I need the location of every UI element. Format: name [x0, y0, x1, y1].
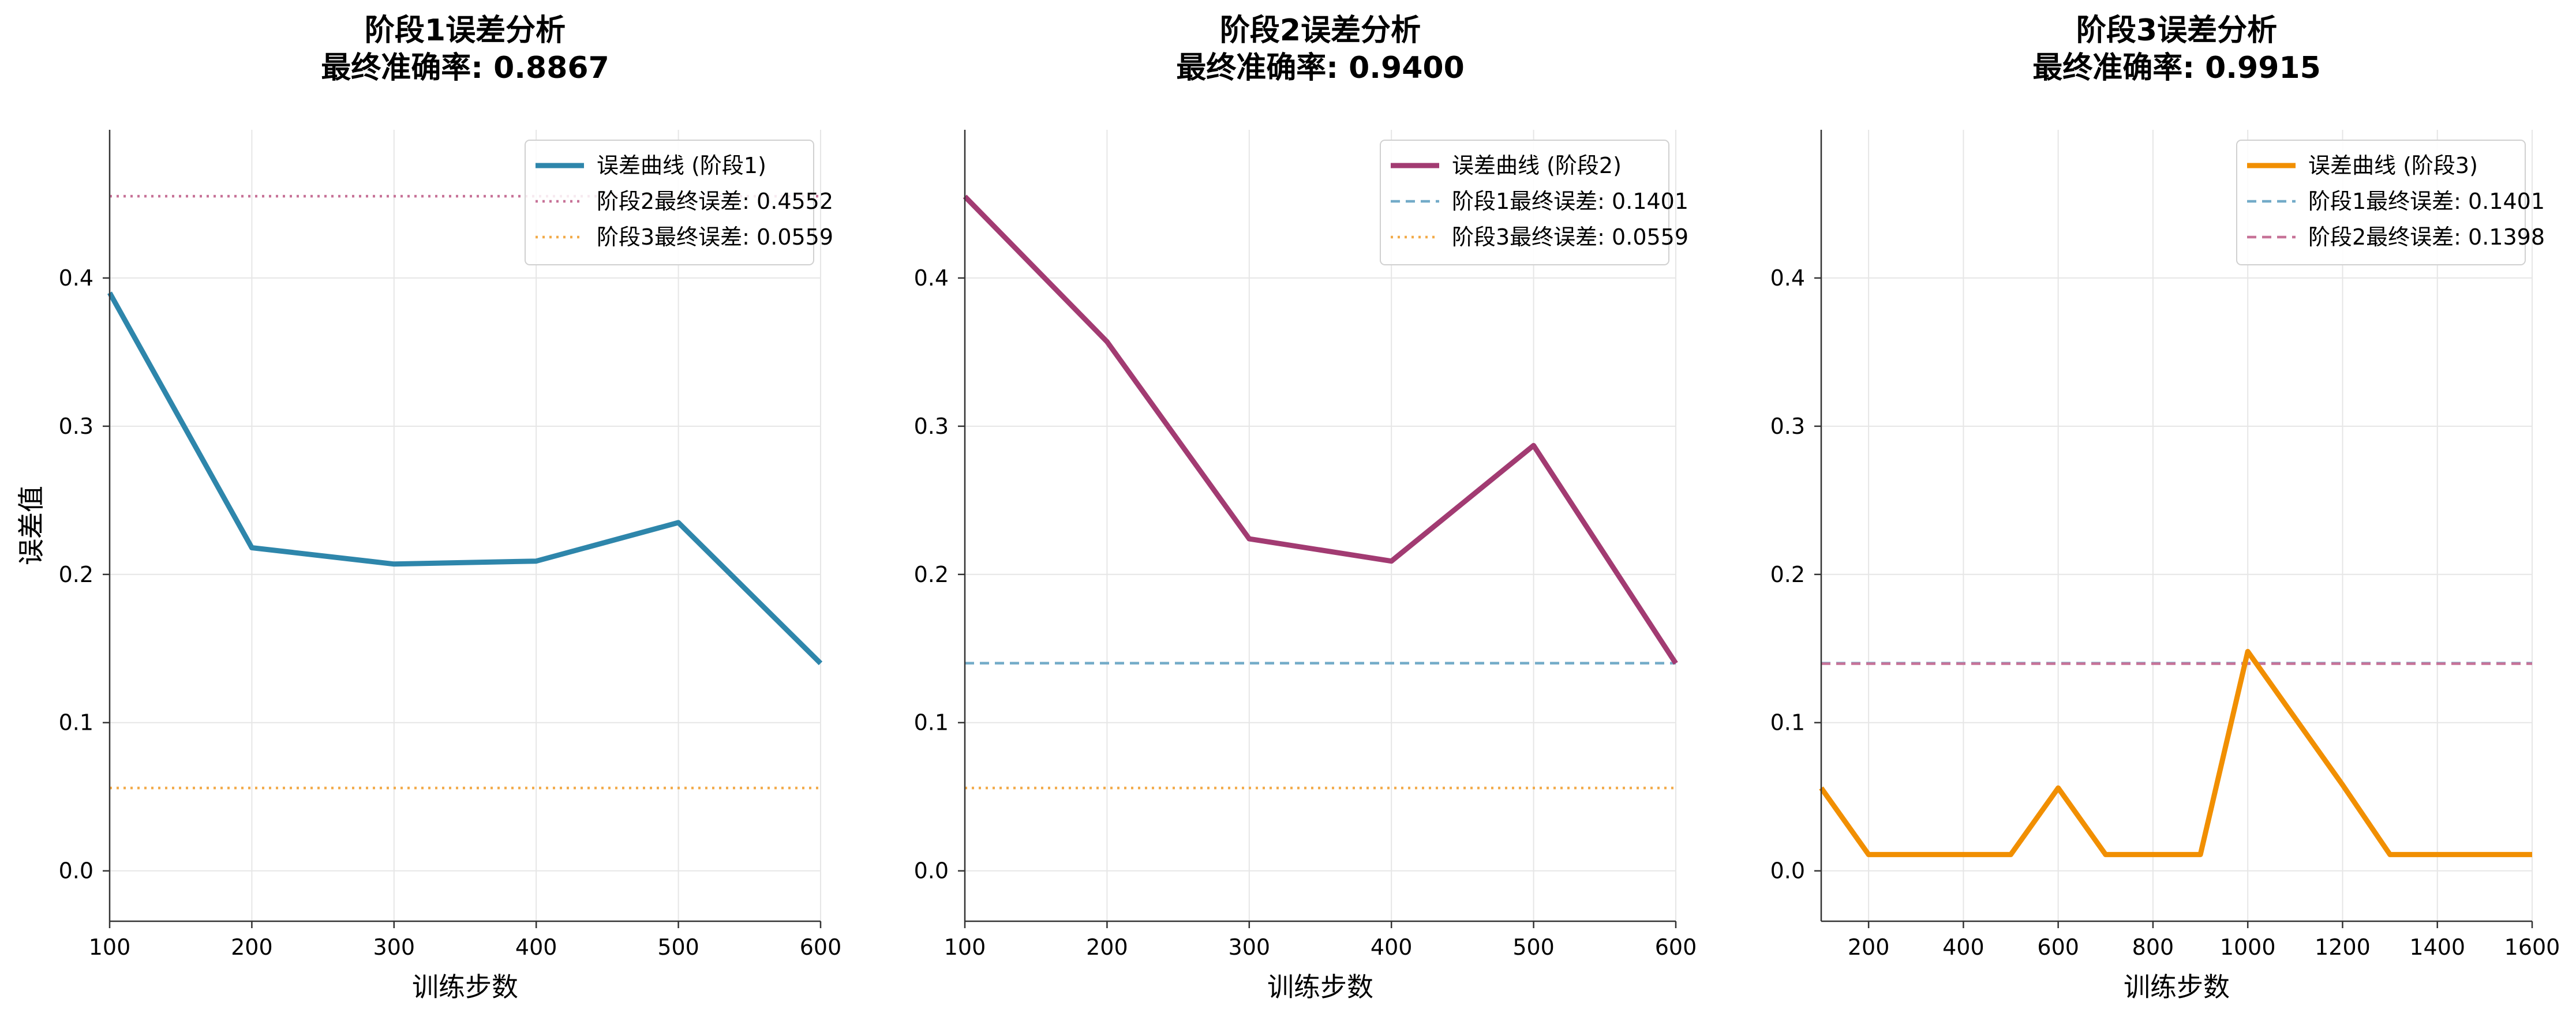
- x-tick-label: 1200: [2315, 935, 2371, 960]
- legend-label-3: 阶段3最终误差: 0.0559: [1452, 224, 1688, 250]
- x-tick-label: 500: [657, 935, 699, 960]
- y-axis-label: 误差值: [16, 486, 47, 565]
- legend-label-2: 阶段1最终误差: 0.1401: [2308, 189, 2545, 214]
- legend: 误差曲线 (阶段2) 阶段1最终误差: 0.1401 阶段3最终误差: 0.0559: [1380, 140, 1688, 265]
- legend-box: [2236, 140, 2526, 265]
- chart-title: 阶段2误差分析: [1220, 13, 1421, 48]
- x-tick-label: 600: [1655, 935, 1697, 960]
- x-tick-label: 400: [515, 935, 557, 960]
- y-tick-label: 0.3: [59, 414, 93, 439]
- x-tick-label: 800: [2132, 935, 2174, 960]
- y-tick-label: 0.4: [1770, 265, 1805, 291]
- chart-subtitle: 最终准确率: 0.8867: [321, 51, 609, 85]
- y-tick-label: 0.0: [59, 858, 93, 884]
- legend-label-2: 阶段1最终误差: 0.1401: [1452, 189, 1688, 214]
- x-tick-label: 500: [1512, 935, 1555, 960]
- legend-box: [1380, 140, 1669, 265]
- x-tick-label: 1400: [2409, 935, 2465, 960]
- chart-subtitle: 最终准确率: 0.9915: [2032, 51, 2321, 85]
- y-tick-label: 0.3: [1770, 414, 1805, 439]
- y-tick-label: 0.0: [914, 858, 949, 884]
- y-axis-label: 误差值: [16, 486, 47, 565]
- x-tick-label: 400: [1942, 935, 1985, 960]
- chart-subtitle: 最终准确率: 0.9400: [1176, 51, 1465, 85]
- y-tick-label: 0.2: [1770, 562, 1805, 587]
- legend-label-2: 阶段2最终误差: 0.4552: [597, 189, 833, 214]
- x-tick-label: 200: [1086, 935, 1128, 960]
- y-tick-label: 0.2: [914, 562, 949, 587]
- x-tick-label: 400: [1371, 935, 1413, 960]
- y-tick-label: 0.1: [59, 710, 93, 735]
- legend-label-3: 阶段2最终误差: 0.1398: [2308, 224, 2545, 250]
- x-tick-label: 300: [373, 935, 415, 960]
- legend: 误差曲线 (阶段3) 阶段1最终误差: 0.1401 阶段2最终误差: 0.1398: [2236, 140, 2545, 265]
- legend-box: [525, 140, 814, 265]
- chart-title: 阶段3误差分析: [2076, 13, 2277, 48]
- series-line-1: [1819, 648, 2532, 857]
- x-tick-label: 100: [944, 935, 986, 960]
- x-tick-label: 200: [231, 935, 273, 960]
- x-tick-label: 600: [800, 935, 842, 960]
- y-axis-label: 误差值: [16, 486, 47, 565]
- legend-label-1: 误差曲线 (阶段3): [2308, 153, 2478, 178]
- x-axis-label: 训练步数: [2124, 971, 2230, 1003]
- y-tick-label: 0.2: [59, 562, 93, 587]
- x-axis-label: 训练步数: [412, 971, 518, 1003]
- y-tick-label: 0.4: [59, 265, 93, 291]
- x-tick-label: 100: [89, 935, 131, 960]
- y-tick-label: 0.1: [1770, 710, 1805, 735]
- series-line-1: [107, 291, 823, 666]
- x-tick-label: 1600: [2504, 935, 2560, 960]
- x-tick-label: 200: [1848, 935, 1890, 960]
- x-tick-label: 600: [2037, 935, 2079, 960]
- y-tick-label: 0.1: [914, 710, 949, 735]
- x-tick-label: 1000: [2220, 935, 2276, 960]
- x-axis-label: 训练步数: [1267, 971, 1373, 1003]
- chart-title: 阶段1误差分析: [365, 13, 566, 48]
- x-tick-label: 300: [1229, 935, 1271, 960]
- legend: 误差曲线 (阶段1) 阶段2最终误差: 0.4552 阶段3最终误差: 0.0559: [525, 140, 833, 265]
- y-tick-label: 0.3: [914, 414, 949, 439]
- legend-label-3: 阶段3最终误差: 0.0559: [597, 224, 833, 250]
- y-tick-label: 0.4: [914, 265, 949, 291]
- legend-label-1: 误差曲线 (阶段1): [597, 153, 766, 178]
- y-tick-label: 0.0: [1770, 858, 1805, 884]
- series-line-1: [963, 194, 1678, 665]
- legend-label-1: 误差曲线 (阶段2): [1452, 153, 1622, 178]
